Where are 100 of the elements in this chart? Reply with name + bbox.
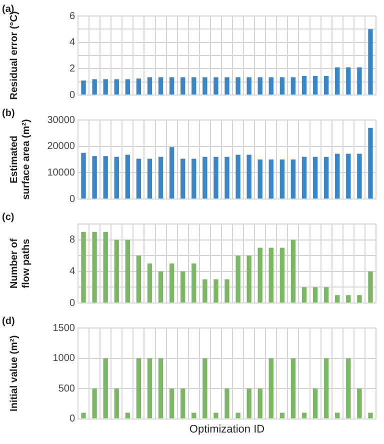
bar bbox=[169, 147, 174, 198]
bar bbox=[125, 154, 130, 198]
chart-title: (d) bbox=[2, 316, 15, 327]
bar bbox=[302, 287, 307, 302]
y-tick-label: 6 bbox=[69, 10, 76, 22]
bar bbox=[103, 358, 108, 418]
bar bbox=[335, 154, 340, 198]
bar bbox=[302, 76, 307, 94]
y-tick-label: 0 bbox=[69, 90, 76, 101]
bar bbox=[202, 279, 208, 302]
bar bbox=[147, 358, 152, 418]
bar bbox=[192, 264, 196, 302]
bar bbox=[125, 412, 130, 418]
bar bbox=[103, 156, 108, 198]
bar bbox=[368, 29, 373, 94]
bar bbox=[246, 154, 252, 198]
bar bbox=[280, 160, 285, 198]
y-tick-label: 2 bbox=[69, 63, 76, 74]
bar bbox=[158, 358, 164, 418]
bar bbox=[258, 388, 262, 418]
bar bbox=[81, 232, 86, 302]
bar bbox=[290, 358, 296, 418]
bar bbox=[81, 152, 86, 198]
bar bbox=[268, 248, 274, 302]
bar bbox=[81, 412, 86, 418]
bar bbox=[192, 77, 196, 94]
bar bbox=[214, 412, 218, 418]
bar bbox=[324, 287, 329, 302]
bar bbox=[180, 77, 186, 94]
bar bbox=[92, 79, 97, 94]
bar bbox=[180, 388, 186, 418]
bar bbox=[114, 79, 119, 94]
bar bbox=[192, 158, 196, 198]
y-axis-title: Number of flow paths bbox=[8, 238, 32, 288]
bar bbox=[214, 279, 218, 302]
y-tick-label: 20000 bbox=[47, 141, 76, 152]
bar bbox=[202, 77, 208, 94]
bar bbox=[158, 271, 164, 302]
y-tick-label: 30000 bbox=[47, 114, 76, 126]
bar bbox=[224, 279, 230, 302]
bar bbox=[346, 67, 351, 94]
bar bbox=[136, 158, 142, 198]
bar bbox=[335, 412, 340, 418]
bar bbox=[147, 264, 152, 302]
bar bbox=[268, 358, 274, 418]
y-tick-label: 0 bbox=[69, 194, 76, 205]
bar bbox=[202, 358, 208, 418]
bar bbox=[114, 388, 119, 418]
y-axis-title: Estimated surface area (m²) bbox=[8, 119, 32, 200]
bar bbox=[236, 154, 240, 198]
bar bbox=[224, 156, 230, 198]
y-tick-label: 0 bbox=[69, 298, 76, 309]
y-tick-label: 4 bbox=[69, 266, 76, 278]
y-tick-label: 10000 bbox=[47, 167, 76, 178]
y-tick-label: 8 bbox=[69, 234, 76, 246]
bar bbox=[158, 156, 164, 198]
bar bbox=[268, 77, 274, 94]
bar bbox=[114, 240, 119, 302]
bar bbox=[236, 77, 240, 94]
bar bbox=[335, 67, 340, 94]
bar bbox=[246, 388, 252, 418]
bar bbox=[136, 78, 142, 94]
bar bbox=[290, 160, 296, 198]
bar bbox=[280, 412, 285, 418]
bar bbox=[324, 358, 329, 418]
bar bbox=[236, 256, 240, 302]
bar bbox=[192, 412, 196, 418]
bar bbox=[312, 388, 318, 418]
bar bbox=[290, 240, 296, 302]
bar bbox=[302, 412, 307, 418]
bar bbox=[346, 295, 351, 302]
bar bbox=[312, 76, 318, 94]
bar bbox=[147, 77, 152, 94]
y-tick-label: 0 bbox=[69, 414, 76, 425]
bar bbox=[147, 158, 152, 198]
bar bbox=[324, 76, 329, 94]
bar bbox=[125, 240, 130, 302]
bar bbox=[346, 358, 351, 418]
bar bbox=[103, 232, 108, 302]
chart-title: (c) bbox=[2, 212, 14, 223]
bar bbox=[357, 295, 362, 302]
bar bbox=[158, 77, 164, 94]
bar bbox=[224, 77, 230, 94]
bar bbox=[202, 156, 208, 198]
bar bbox=[280, 77, 285, 94]
bar bbox=[103, 79, 108, 94]
bar bbox=[125, 79, 130, 94]
bar bbox=[180, 271, 186, 302]
bar bbox=[246, 77, 252, 94]
bar bbox=[169, 388, 174, 418]
bar bbox=[214, 156, 218, 198]
y-tick-label: 4 bbox=[69, 37, 76, 48]
bar bbox=[169, 77, 174, 94]
bar bbox=[214, 77, 218, 94]
bar bbox=[246, 256, 252, 302]
bar bbox=[368, 271, 373, 302]
bar bbox=[114, 156, 119, 198]
bar bbox=[224, 388, 230, 418]
bar bbox=[280, 248, 285, 302]
chart-title: (b) bbox=[2, 108, 15, 119]
